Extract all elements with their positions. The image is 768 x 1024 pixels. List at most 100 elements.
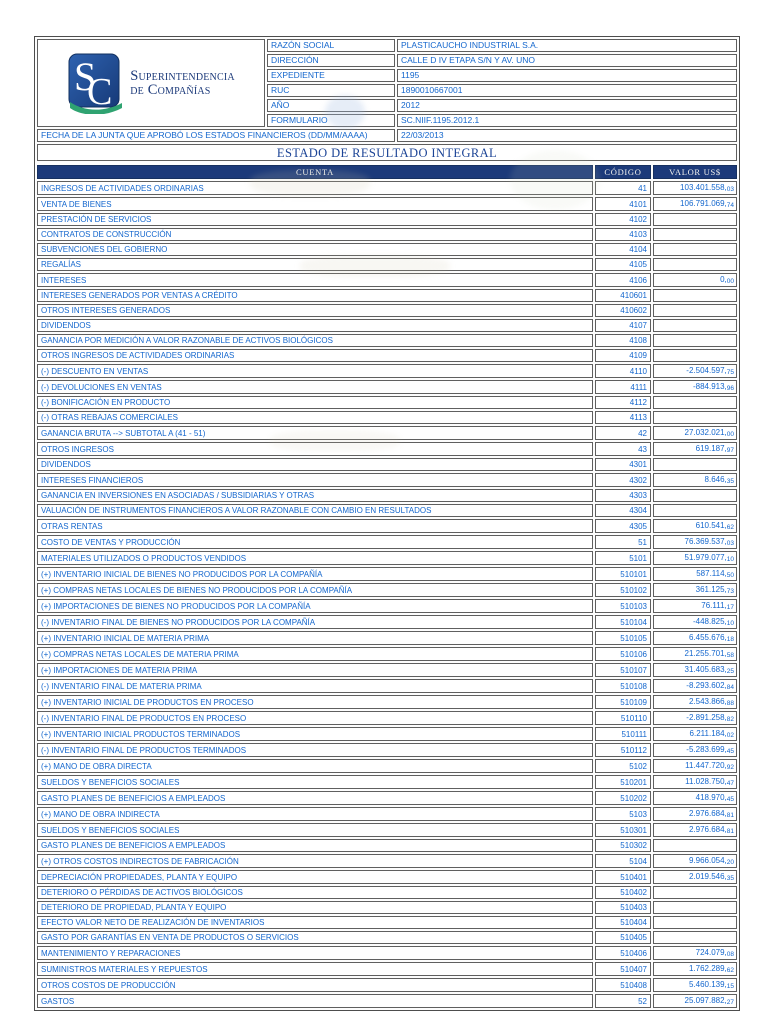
- value-cell: 103.401.558,03: [653, 181, 737, 195]
- report-table-body: INGRESOS DE ACTIVIDADES ORDINARIAS 41 103.…: [37, 181, 737, 1008]
- value-cell: [653, 213, 737, 226]
- account-cell: (+) INVENTARIO INICIAL DE PRODUCTOS EN P…: [37, 695, 593, 709]
- account-cell: DEPRECIACIÓN PROPIEDADES, PLANTA Y EQUIP…: [37, 870, 593, 884]
- report-row: INTERESES FINANCIEROS 4302 8.646,35: [37, 473, 737, 487]
- report-row: GASTO POR GARANTÍAS EN VENTA DE PRODUCTO…: [37, 931, 737, 944]
- value-cell: [653, 916, 737, 929]
- account-cell: VALUACIÓN DE INSTRUMENTOS FINANCIEROS A …: [37, 504, 593, 517]
- code-cell: 4305: [595, 519, 651, 533]
- report-row: DIVIDENDOS 4301: [37, 458, 737, 471]
- value-cell: 587.114,50: [653, 567, 737, 581]
- code-cell: 510105: [595, 631, 651, 645]
- org-name-line2: de Compañías: [130, 82, 211, 98]
- value-cell: 619.187,97: [653, 442, 737, 456]
- account-cell: (+) IMPORTACIONES DE BIENES NO PRODUCIDO…: [37, 599, 593, 613]
- report-row: GASTOS 52 25.097.882,27: [37, 994, 737, 1008]
- value-cell: -2.504.597,75: [653, 364, 737, 378]
- info-value-razon-social: PLASTICAUCHO INDUSTRIAL S.A.: [397, 39, 737, 52]
- account-cell: INGRESOS DE ACTIVIDADES ORDINARIAS: [37, 181, 593, 195]
- company-info-row: FORMULARIO SC.NIIF.1195.2012.1: [37, 114, 737, 127]
- value-cell: 2.543.866,88: [653, 695, 737, 709]
- report-row: (+) OTROS COSTOS INDIRECTOS DE FABRICACI…: [37, 854, 737, 868]
- code-cell: 4104: [595, 243, 651, 256]
- value-cell: [653, 886, 737, 899]
- account-cell: CONTRATOS DE CONSTRUCCIÓN: [37, 228, 593, 241]
- code-cell: 4101: [595, 197, 651, 211]
- report-row: SUELDOS Y BENEFICIOS SOCIALES 510201 11.02…: [37, 775, 737, 789]
- value-cell: [653, 289, 737, 302]
- code-cell: 5101: [595, 551, 651, 565]
- report-row: OTROS COSTOS DE PRODUCCIÓN 510408 5.460.13…: [37, 978, 737, 992]
- report-row: SUMINISTROS MATERIALES Y REPUESTOS 510407…: [37, 962, 737, 976]
- value-cell: 9.966.054,20: [653, 854, 737, 868]
- logo-letter-c: C: [87, 71, 112, 113]
- account-cell: (+) IMPORTACIONES DE MATERIA PRIMA: [37, 663, 593, 677]
- sc-logo-badge: S C: [68, 53, 123, 114]
- account-cell: DETERIORO O PÉRDIDAS DE ACTIVOS BIOLÓGIC…: [37, 886, 593, 899]
- value-cell: 8.646,35: [653, 473, 737, 487]
- info-label-ruc: RUC: [267, 84, 395, 97]
- account-cell: (+) INVENTARIO INICIAL DE MATERIA PRIMA: [37, 631, 593, 645]
- value-cell: 21.255.701,58: [653, 647, 737, 661]
- company-info-row: DIRECCIÓN CALLE D IV ETAPA S/N Y AV. UNO: [37, 54, 737, 67]
- org-logo-cell: S C Superintendencia de Compañías: [37, 39, 265, 127]
- value-cell: [653, 504, 737, 517]
- info-value-formulario: SC.NIIF.1195.2012.1: [397, 114, 737, 127]
- report-row: (+) INVENTARIO INICIAL DE BIENES NO PROD…: [37, 567, 737, 581]
- account-cell: (+) OTROS COSTOS INDIRECTOS DE FABRICACI…: [37, 854, 593, 868]
- value-cell: 5.460.139,15: [653, 978, 737, 992]
- code-cell: 510407: [595, 962, 651, 976]
- report-row: COSTO DE VENTAS Y PRODUCCIÓN 51 76.369.537…: [37, 535, 737, 549]
- account-cell: GASTO PLANES DE BENEFICIOS A EMPLEADOS: [37, 839, 593, 852]
- report-row: INGRESOS DE ACTIVIDADES ORDINARIAS 41 103.…: [37, 181, 737, 195]
- code-cell: 510109: [595, 695, 651, 709]
- value-cell: [653, 839, 737, 852]
- code-cell: 410601: [595, 289, 651, 302]
- report-row: (-) DEVOLUCIONES EN VENTAS 4111 -884.913,9…: [37, 380, 737, 394]
- account-cell: GANANCIA POR MEDICIÓN A VALOR RAZONABLE …: [37, 334, 593, 347]
- code-cell: 4107: [595, 319, 651, 332]
- report-row: GANANCIA BRUTA --> SUBTOTAL A (41 - 51) 4…: [37, 426, 737, 440]
- code-cell: 510302: [595, 839, 651, 852]
- value-cell: 6.455.676,18: [653, 631, 737, 645]
- report-row: GASTO PLANES DE BENEFICIOS A EMPLEADOS 51…: [37, 839, 737, 852]
- report-row: GANANCIA POR MEDICIÓN A VALOR RAZONABLE …: [37, 334, 737, 347]
- account-cell: (-) DEVOLUCIONES EN VENTAS: [37, 380, 593, 394]
- value-cell: [653, 319, 737, 332]
- code-cell: 5104: [595, 854, 651, 868]
- account-cell: DIVIDENDOS: [37, 458, 593, 471]
- account-cell: DIVIDENDOS: [37, 319, 593, 332]
- report-row: MANTENIMIENTO Y REPARACIONES 510406 724.07…: [37, 946, 737, 960]
- code-cell: 510301: [595, 823, 651, 837]
- code-cell: 4109: [595, 349, 651, 362]
- account-cell: MANTENIMIENTO Y REPARACIONES: [37, 946, 593, 960]
- value-cell: [653, 489, 737, 502]
- code-cell: 4302: [595, 473, 651, 487]
- report-row: MATERIALES UTILIZADOS O PRODUCTOS VENDID…: [37, 551, 737, 565]
- code-cell: 510402: [595, 886, 651, 899]
- report-row: DETERIORO DE PROPIEDAD, PLANTA Y EQUIPO 5…: [37, 901, 737, 914]
- company-info-table: S C Superintendencia de Compañías RAZÓN …: [35, 37, 739, 144]
- company-info-row: EXPEDIENTE 1195: [37, 69, 737, 82]
- code-cell: 4106: [595, 273, 651, 287]
- value-cell: 76.111,17: [653, 599, 737, 613]
- info-label-expediente: EXPEDIENTE: [267, 69, 395, 82]
- value-cell: 6.211.184,02: [653, 727, 737, 741]
- code-cell: 4102: [595, 213, 651, 226]
- report-row: PRESTACIÓN DE SERVICIOS 4102: [37, 213, 737, 226]
- code-cell: 4112: [595, 396, 651, 409]
- code-cell: 4304: [595, 504, 651, 517]
- value-cell: [653, 901, 737, 914]
- report-row: CONTRATOS DE CONSTRUCCIÓN 4103: [37, 228, 737, 241]
- org-name: Superintendencia de Compañías: [130, 69, 235, 98]
- report-row: (+) INVENTARIO INICIAL DE MATERIA PRIMA 5…: [37, 631, 737, 645]
- account-cell: (-) INVENTARIO FINAL DE MATERIA PRIMA: [37, 679, 593, 693]
- account-cell: GANANCIA BRUTA --> SUBTOTAL A (41 - 51): [37, 426, 593, 440]
- code-cell: 52: [595, 994, 651, 1008]
- value-cell: 2.976.684,81: [653, 823, 737, 837]
- info-label-formulario: FORMULARIO: [267, 114, 395, 127]
- account-cell: (+) INVENTARIO INICIAL PRODUCTOS TERMINA…: [37, 727, 593, 741]
- value-cell: 76.369.537,03: [653, 535, 737, 549]
- account-cell: MATERIALES UTILIZADOS O PRODUCTOS VENDID…: [37, 551, 593, 565]
- code-cell: 510110: [595, 711, 651, 725]
